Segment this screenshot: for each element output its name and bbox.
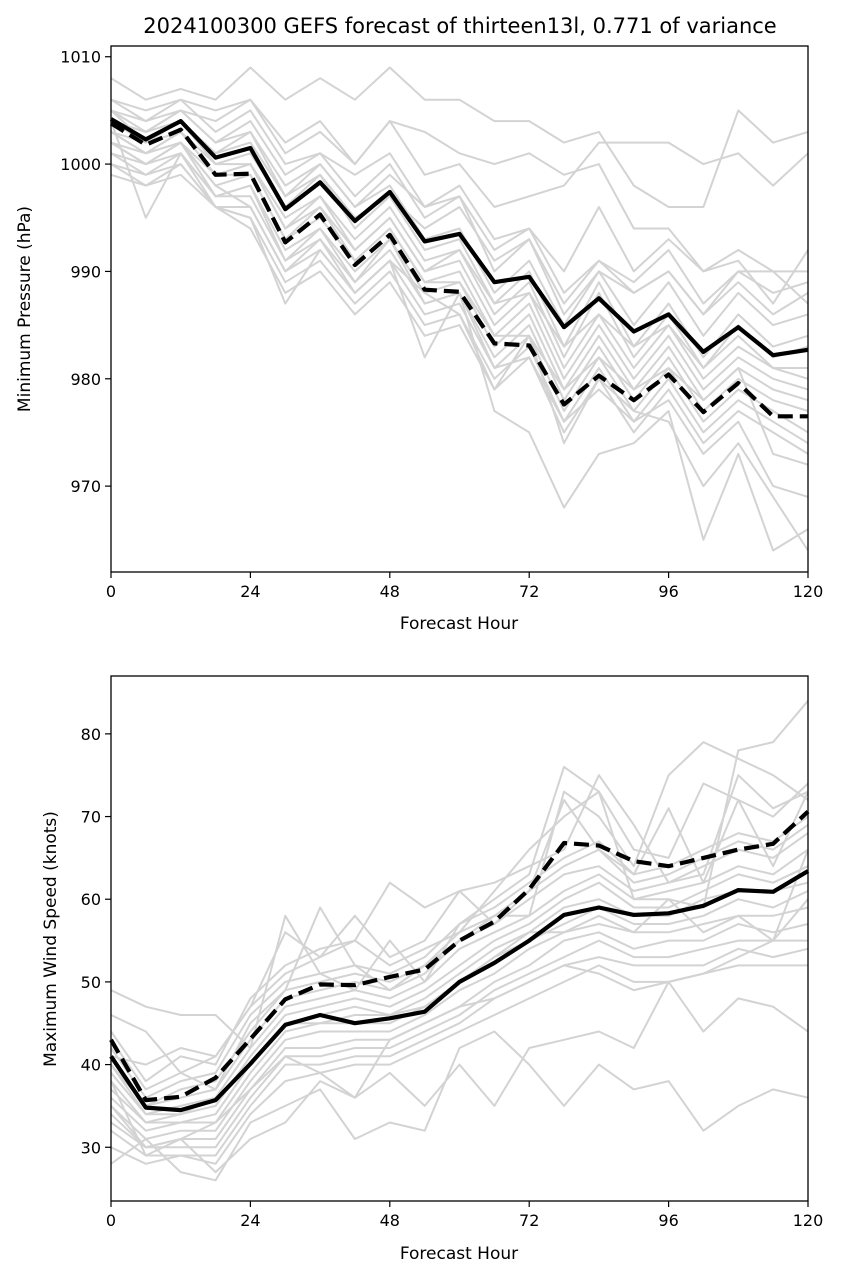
wind-member-line-20 — [110, 791, 809, 1066]
pressure-x-tick-label: 48 — [380, 582, 400, 601]
wind-y-tick-label: 40 — [81, 1056, 101, 1075]
wind-x-tick-label: 24 — [240, 1211, 260, 1230]
wind-member-line-21 — [110, 898, 809, 1149]
wind-y-tick-label: 80 — [81, 725, 101, 744]
pressure-member-line-21 — [110, 130, 809, 466]
wind-member-line-9 — [110, 848, 809, 1116]
wind-member-line-15 — [110, 939, 808, 1149]
pressure-axes-frame — [110, 45, 809, 573]
pressure-x-tick-label: 96 — [658, 582, 678, 601]
pressure-y-axis-label: Minimum Pressure (hPa) — [15, 206, 35, 412]
wind-x-tick-label: 0 — [106, 1211, 116, 1230]
chart-title: 2024100300 GEFS forecast of thirteen13l,… — [143, 14, 776, 38]
pressure-x-tick-label: 24 — [240, 582, 260, 601]
wind-member-line-6 — [110, 815, 809, 1099]
pressure-member-line-7 — [110, 120, 809, 337]
wind-y-tick-label: 30 — [81, 1138, 101, 1157]
pressure-x-tick-label: 72 — [519, 582, 539, 601]
pressure-member-line-16 — [110, 173, 809, 455]
wind-member-line-13 — [110, 906, 809, 1140]
pressure-x-axis-label: Forecast Hour — [400, 614, 518, 634]
wind-y-axis-label: Maximum Wind Speed (knots) — [41, 811, 61, 1067]
pressure-member-line-22 — [110, 109, 809, 380]
wind-y-tick-label: 60 — [81, 890, 101, 909]
wind-member-line-8 — [110, 832, 809, 1107]
wind-series-group — [109, 700, 810, 1182]
pressure-member-line-4 — [110, 98, 809, 208]
pressure-y-ticks: 970 980 990 1000 1010 — [60, 48, 111, 496]
pressure-x-ticks: 0 24 48 72 96 120 — [106, 572, 823, 601]
pressure-member-line-11 — [110, 141, 809, 391]
wind-x-ticks: 0 24 48 72 96 120 — [106, 1201, 823, 1230]
pressure-solid-line — [109, 117, 809, 358]
wind-solid-line — [109, 869, 810, 1113]
wind-x-axis-label: Forecast Hour — [400, 1244, 518, 1264]
pressure-y-tick-label: 980 — [70, 370, 101, 389]
pressure-x-tick-label: 120 — [793, 582, 824, 601]
wind-x-tick-label: 96 — [658, 1211, 678, 1230]
pressure-member-line-14 — [110, 163, 809, 434]
wind-y-tick-label: 70 — [81, 808, 101, 827]
pressure-panel: 2024100300 GEFS forecast of thirteen13l,… — [15, 14, 823, 634]
wind-x-tick-label: 120 — [793, 1211, 824, 1230]
wind-member-line-11 — [110, 881, 809, 1124]
pressure-y-tick-label: 970 — [70, 477, 101, 496]
wind-member-line-16 — [110, 947, 809, 1157]
wind-y-tick-label: 50 — [81, 973, 101, 992]
wind-axes-frame — [110, 675, 809, 1202]
pressure-member-line-3 — [110, 98, 809, 305]
pressure-member-line-2 — [110, 66, 809, 208]
wind-member-line-19 — [110, 980, 809, 1174]
pressure-y-tick-label: 1010 — [60, 48, 101, 67]
pressure-y-tick-label: 1000 — [60, 155, 101, 174]
pressure-member-line-10 — [110, 141, 808, 380]
pressure-member-line-19 — [110, 109, 809, 316]
wind-dashed-line — [109, 810, 810, 1103]
wind-x-tick-label: 72 — [519, 1211, 539, 1230]
pressure-member-line-23 — [110, 141, 809, 498]
wind-y-ticks: 30 40 50 60 70 80 — [81, 725, 111, 1157]
pressure-x-tick-label: 0 — [106, 582, 116, 601]
pressure-series-group — [109, 66, 809, 552]
wind-x-tick-label: 48 — [380, 1211, 400, 1230]
pressure-member-line-20 — [110, 109, 809, 305]
pressure-y-tick-label: 990 — [70, 262, 101, 281]
